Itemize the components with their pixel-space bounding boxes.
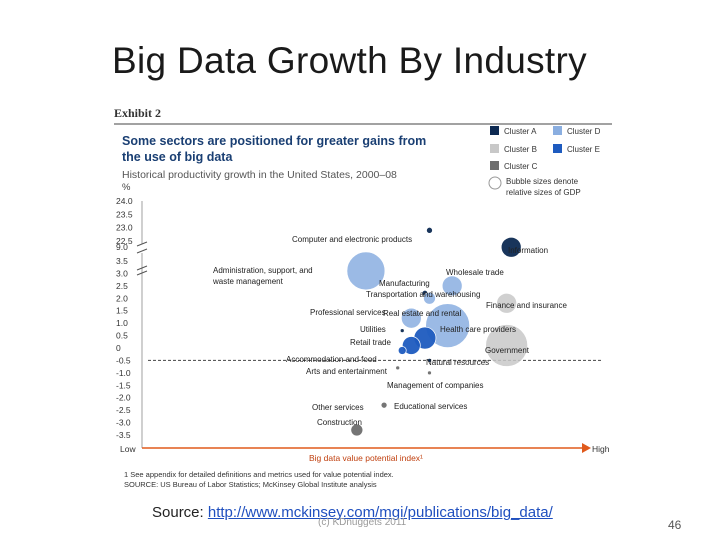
legend-label-cluster-d: Cluster D [567, 127, 601, 136]
point-label-10: Health care providers [440, 325, 516, 334]
source-link[interactable]: http://www.mckinsey.com/mgi/publications… [207, 504, 553, 521]
point-label-8: Real estate and rental [383, 309, 461, 318]
chart-title-line-2: the use of big data [122, 150, 233, 164]
footnote: 1 See appendix for detailed definitions … [124, 470, 394, 479]
bubble-7 [400, 307, 422, 329]
x-axis-arrowhead [582, 443, 591, 453]
legend-label-cluster-e: Cluster E [567, 145, 600, 154]
page-number: 46 [668, 518, 682, 532]
point-label-5: Transportation and warehousing [366, 290, 480, 299]
point-label-11: Retail trade [350, 338, 391, 347]
y-tick-label-0: 24.0 [116, 196, 133, 206]
exhibit-label: Exhibit 2 [114, 106, 161, 120]
y-tick-label-18: -3.0 [116, 418, 131, 428]
chart-source: SOURCE: US Bureau of Labor Statistics; M… [124, 480, 377, 489]
bubble-11 [401, 336, 421, 355]
y-tick-label-2: 23.0 [116, 223, 133, 233]
bubble-5 [423, 291, 436, 305]
point-label-17: Other services [312, 403, 364, 412]
y-tick-label-3: 22.5 [116, 236, 133, 246]
bubble-13 [397, 346, 407, 355]
y-tick-label-19: -3.5 [116, 430, 131, 440]
legend-bubble-note-line-1: Bubble sizes denote [506, 177, 579, 186]
bubble-1 [500, 236, 522, 258]
point-label-2-line-2: waste management [212, 277, 284, 286]
y-tick-label-5: 3.5 [116, 256, 128, 266]
y-tick-label-11: 0.5 [116, 331, 128, 341]
legend-swatch-cluster-b [490, 144, 499, 153]
x-axis-low-label: Low [120, 444, 136, 454]
bubble-8 [425, 303, 470, 348]
point-label-3: Wholesale trade [446, 268, 504, 277]
legend-swatch-cluster-d [553, 126, 562, 135]
point-label-1: Information [508, 246, 548, 255]
bubble-17 [380, 401, 388, 409]
point-label-0: Computer and electronic products [292, 235, 412, 244]
legend-swatch-cluster-e [553, 144, 562, 153]
y-axis-unit: % [122, 182, 131, 193]
bubble-19 [350, 423, 364, 437]
bubble-6 [496, 292, 518, 314]
point-label-19: Construction [317, 418, 362, 427]
bubble-16 [427, 370, 432, 376]
y-axis-break-mark-lower [136, 265, 148, 276]
slide-title: Big Data Growth By Industry [112, 40, 587, 81]
chart-subtitle: Historical productivity growth in the Un… [122, 169, 397, 181]
watermark: (c) KDnuggets 2011 [318, 517, 407, 528]
source-line: Source: http://www.mckinsey.com/mgi/publ… [152, 504, 553, 521]
x-axis-title: Big data value potential index¹ [309, 453, 423, 463]
chart-title-line-1: Some sectors are positioned for greater … [122, 134, 426, 148]
bubble-chart: Exhibit 2 Some sectors are positioned for… [114, 106, 612, 489]
source-prefix: Source: [152, 504, 204, 521]
y-tick-label-16: -2.0 [116, 393, 131, 403]
y-tick-label-17: -2.5 [116, 405, 131, 415]
bubble-2 [346, 251, 386, 291]
y-axis-break-mark-upper [136, 241, 148, 254]
y-tick-label-14: -1.0 [116, 368, 131, 378]
point-label-13: Accommodation and food [286, 355, 377, 364]
legend-bubble-note-line-2: relative sizes of GDP [506, 188, 581, 197]
point-label-7: Professional services [310, 308, 386, 317]
point-label-6: Finance and insurance [486, 301, 567, 310]
y-tick-label-4: 9.0 [116, 242, 128, 252]
y-tick-label-9: 1.5 [116, 306, 128, 316]
y-tick-label-7: 2.5 [116, 281, 128, 291]
legend-label-cluster-c: Cluster C [504, 162, 538, 171]
y-tick-label-1: 23.5 [116, 209, 133, 219]
point-label-18: Educational services [394, 402, 467, 411]
bubble-12 [485, 324, 529, 367]
legend-bubble-size-icon [488, 176, 502, 190]
bubble-3 [441, 275, 463, 297]
x-axis-high-label: High [592, 444, 610, 454]
point-label-15: Arts and entertainment [306, 367, 388, 376]
y-tick-label-15: -1.5 [116, 380, 131, 390]
y-tick-label-6: 3.0 [116, 268, 128, 278]
bubble-14 [427, 358, 432, 363]
legend-label-cluster-a: Cluster A [504, 127, 537, 136]
bubble-18 [409, 403, 413, 407]
legend-swatch-cluster-a [490, 126, 499, 135]
exhibit-chart: Exhibit 2 Some sectors are positioned for… [112, 103, 618, 495]
point-label-4: Manufacturing [379, 279, 430, 288]
legend-label-cluster-b: Cluster B [504, 145, 537, 154]
legend-swatch-cluster-c [490, 161, 499, 170]
point-label-12: Government [485, 346, 530, 355]
bubble-15 [395, 365, 401, 371]
point-label-2: Administration, support, and [213, 266, 313, 275]
point-label-16: Management of companies [387, 381, 484, 390]
bubble-9 [399, 328, 405, 333]
y-tick-label-8: 2.0 [116, 293, 128, 303]
bubble-0 [426, 226, 433, 234]
y-tick-label-10: 1.0 [116, 318, 128, 328]
point-label-14: Natural resources [426, 358, 489, 367]
y-tick-label-12: 0 [116, 343, 121, 353]
point-label-9: Utilities [360, 325, 386, 334]
y-tick-label-13: -0.5 [116, 355, 131, 365]
